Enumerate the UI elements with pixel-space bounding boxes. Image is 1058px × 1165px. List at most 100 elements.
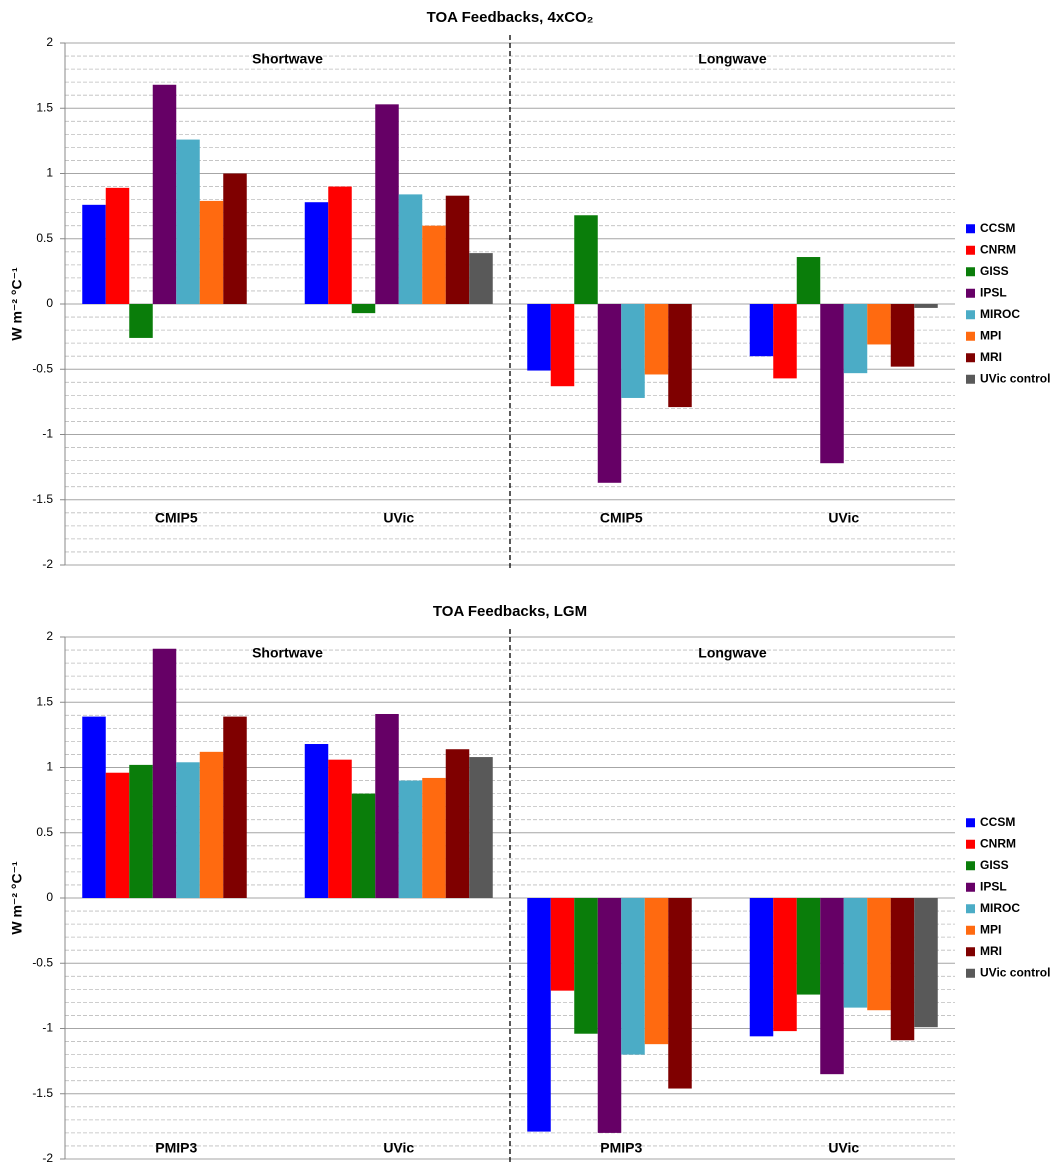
bar (550, 898, 575, 991)
bar (867, 304, 891, 345)
bar (445, 749, 470, 898)
bar (469, 253, 493, 304)
bar (351, 304, 376, 314)
category-label: CMIP5 (155, 510, 198, 526)
chart: TOA Feedbacks, 4xCO₂ W m⁻² °C⁻¹ -2 -1.5 -1 -0… (9, 9, 1051, 571)
bar (574, 215, 598, 304)
section-label: Shortwave (252, 645, 323, 661)
bar (796, 257, 821, 304)
bar (398, 194, 423, 304)
y-tick-label: 0.5 (36, 825, 53, 839)
bar (328, 759, 352, 898)
bar (820, 304, 844, 464)
section-label: Longwave (698, 645, 767, 661)
bar (398, 780, 423, 898)
category-label: PMIP3 (600, 1140, 642, 1156)
legend-label: MIROC (980, 307, 1020, 321)
legend-label: CNRM (980, 242, 1016, 256)
legend-label: CCSM (980, 815, 1015, 829)
chart-title: TOA Feedbacks, 4xCO₂ (427, 9, 594, 26)
bar (422, 225, 446, 304)
bar (304, 744, 329, 898)
bar (129, 304, 153, 338)
bar (843, 304, 868, 374)
bar (773, 304, 797, 379)
y-tick-label: 2 (46, 629, 53, 643)
legend-swatch (966, 310, 975, 320)
legend-label: IPSL (980, 285, 1007, 299)
y-tick-label: 2 (46, 35, 53, 49)
y-tick-label: -1 (42, 427, 53, 441)
bar (152, 648, 177, 898)
bar (445, 195, 470, 304)
section-label: Shortwave (252, 51, 323, 67)
y-tick-label: 1.5 (36, 100, 53, 114)
bar (914, 898, 938, 1028)
bar (644, 304, 669, 375)
bar (469, 757, 493, 898)
bar (176, 139, 200, 304)
bar (527, 304, 551, 371)
category-label: CMIP5 (600, 510, 643, 526)
legend-swatch (966, 968, 975, 978)
category-label: UVic (383, 1140, 414, 1156)
legend-swatch (966, 925, 975, 935)
bar (304, 202, 329, 304)
legend-label: IPSL (980, 879, 1007, 893)
category-label: UVic (828, 510, 859, 526)
legend-swatch (966, 882, 975, 892)
y-tick-label: 1 (46, 760, 53, 774)
bar (223, 173, 247, 304)
bar (550, 304, 575, 387)
bar (199, 200, 224, 304)
bar (597, 304, 622, 483)
y-tick-label: -2 (42, 1151, 53, 1165)
y-tick-label: 1 (46, 166, 53, 180)
category-label: UVic (383, 510, 414, 526)
bar (375, 104, 399, 305)
bar (199, 751, 224, 898)
bar (129, 764, 153, 898)
bar (890, 898, 915, 1041)
bar (375, 713, 399, 898)
legend-swatch (966, 331, 975, 341)
bar (105, 187, 130, 304)
bar (621, 304, 645, 398)
legend-swatch (966, 374, 975, 384)
y-tick-label: -0.5 (32, 955, 53, 969)
bar (176, 762, 200, 898)
legend-label: MRI (980, 944, 1002, 958)
bar (351, 793, 376, 898)
bar (668, 304, 692, 408)
legend-swatch (966, 904, 975, 914)
bar (574, 898, 598, 1034)
y-tick-label: -1.5 (32, 1086, 53, 1100)
y-tick-label: 0.5 (36, 231, 53, 245)
legend-swatch (966, 353, 975, 363)
legend-label: CCSM (980, 221, 1015, 235)
bar (914, 304, 938, 308)
chart-title: TOA Feedbacks, LGM (433, 603, 587, 620)
bar (668, 898, 692, 1089)
y-tick-label: 0 (46, 296, 53, 310)
y-axis-label: W m⁻² °C⁻¹ (9, 861, 25, 935)
y-tick-label: 0 (46, 890, 53, 904)
section-label: Longwave (698, 51, 767, 67)
y-axis-label: W m⁻² °C⁻¹ (9, 267, 25, 341)
legend-swatch (966, 861, 975, 871)
legend-swatch (966, 947, 975, 957)
legend-swatch (966, 245, 975, 255)
legend-label: MPI (980, 328, 1001, 342)
y-tick-label: -2 (42, 557, 53, 571)
legend-swatch (966, 224, 975, 234)
bar (152, 84, 177, 304)
bar (105, 772, 130, 898)
legend-label: GISS (980, 858, 1009, 872)
bar (527, 898, 551, 1132)
bar (796, 898, 821, 995)
bar (773, 898, 797, 1032)
bar (867, 898, 891, 1011)
legend-label: MPI (980, 922, 1001, 936)
legend-swatch (966, 267, 975, 277)
